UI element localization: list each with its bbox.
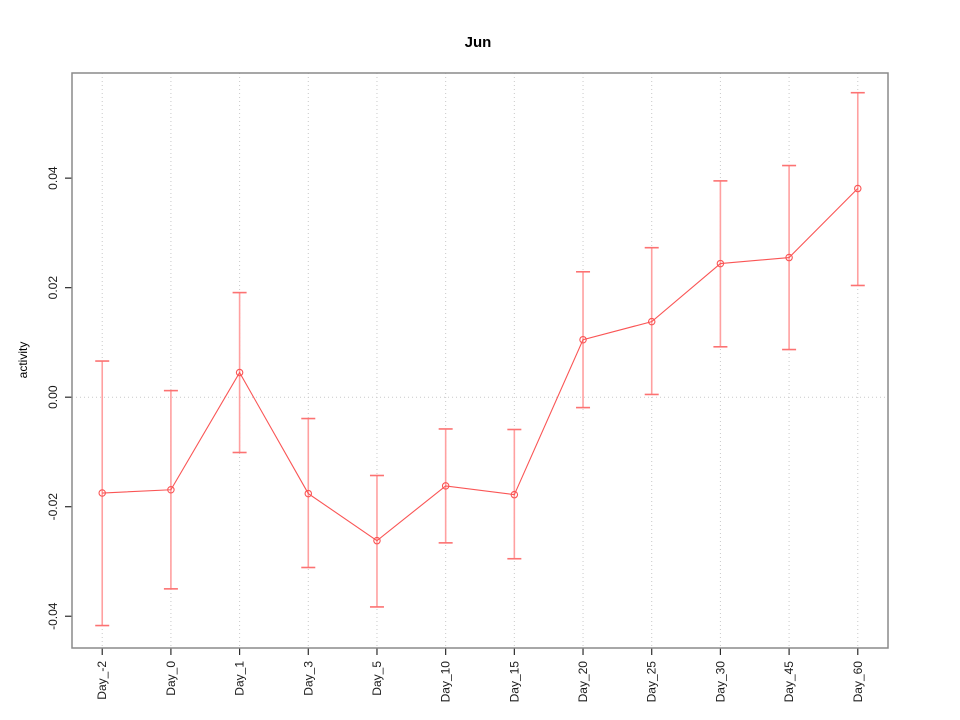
x-tick-label: Day_1 xyxy=(233,661,247,696)
data-point xyxy=(854,184,862,193)
x-tick-label: Day_20 xyxy=(576,661,590,703)
y-tick-label: 0.04 xyxy=(46,166,60,190)
series-line xyxy=(102,188,859,542)
data-point xyxy=(441,482,450,490)
y-tick-label: -0.04 xyxy=(46,602,60,630)
x-tick-label: Day_-2 xyxy=(95,661,109,700)
data-point xyxy=(510,490,519,499)
data-point xyxy=(785,253,793,262)
data-point xyxy=(716,259,725,268)
axis-layer: Day_-2 Day_0 Day_1 Day_3 Day_5 Day_10 Day_15 Da… xyxy=(46,166,865,702)
x-tick-label: Day_0 xyxy=(164,661,178,696)
data-point xyxy=(167,485,175,494)
data-point xyxy=(98,489,106,497)
x-tick-label: Day_45 xyxy=(782,661,796,703)
y-axis-label: activity xyxy=(16,342,30,379)
data-point xyxy=(579,335,587,344)
x-tick-label: Day_25 xyxy=(645,661,659,703)
y-tick-label: 0.02 xyxy=(46,276,60,300)
data-point xyxy=(373,536,381,545)
x-tick-label: Day_30 xyxy=(713,661,727,703)
data-point xyxy=(235,368,244,377)
series-layer xyxy=(98,184,862,545)
grid-layer xyxy=(72,73,888,648)
data-point xyxy=(304,489,313,498)
errorbar-layer xyxy=(95,91,865,627)
chart-title: Jun xyxy=(465,34,492,51)
x-tick-label: Day_5 xyxy=(370,661,384,696)
plot-box-border xyxy=(71,72,889,649)
x-tick-label: Day_15 xyxy=(507,661,521,703)
data-point xyxy=(647,317,656,326)
y-tick-label: 0.00 xyxy=(46,385,60,409)
x-tick-label: Day_10 xyxy=(439,661,453,703)
x-tick-label: Day_3 xyxy=(301,661,315,696)
x-tick-label: Day_60 xyxy=(851,661,865,703)
y-tick-label: -0.02 xyxy=(46,493,60,521)
